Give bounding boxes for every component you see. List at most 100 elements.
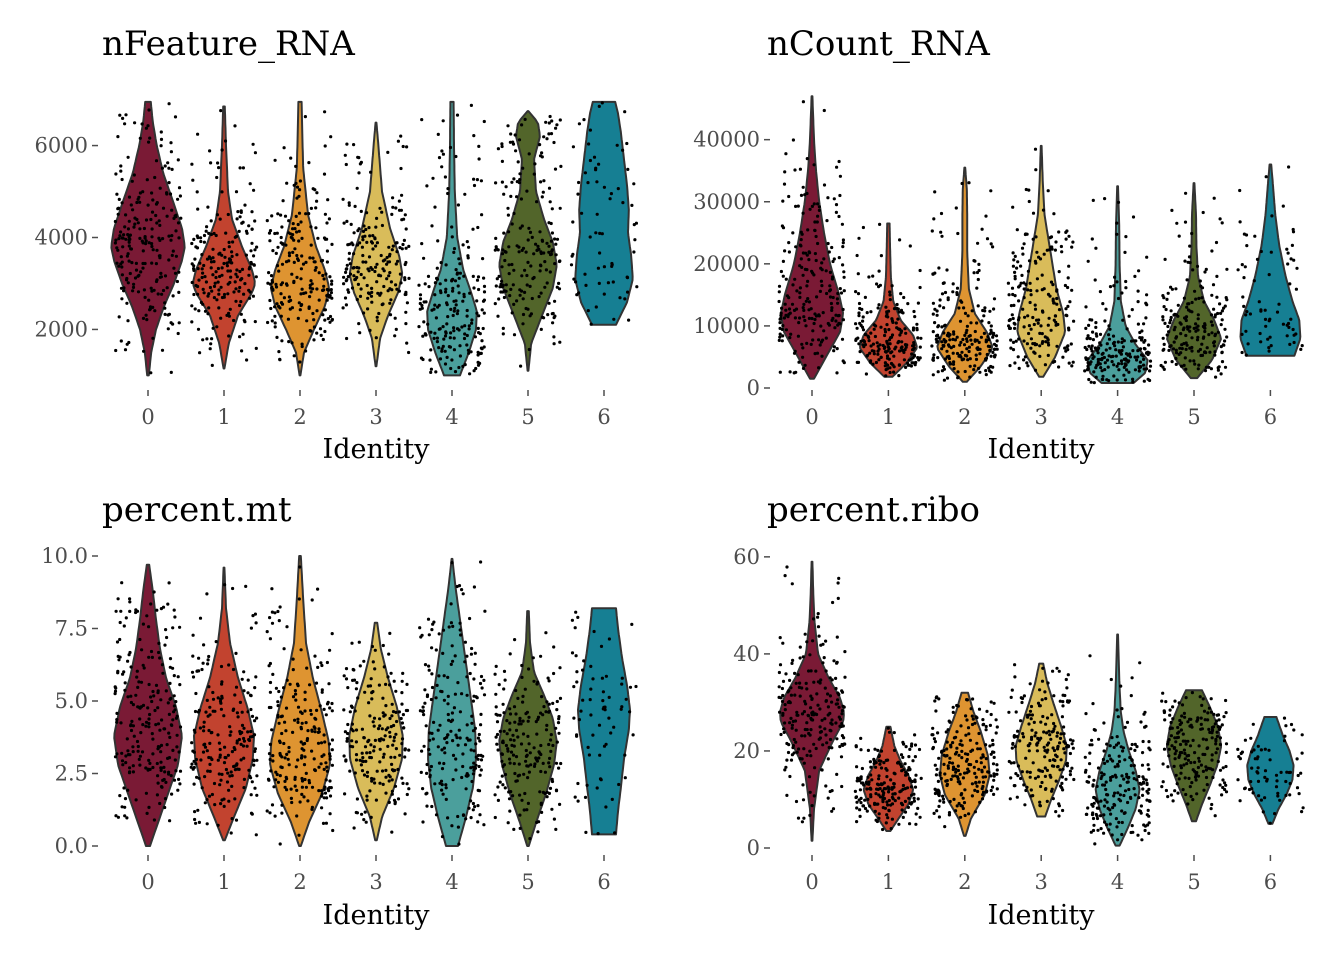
data-point [307, 305, 311, 309]
data-point [571, 252, 575, 256]
data-point [290, 800, 294, 805]
data-point [219, 316, 223, 320]
data-point [268, 757, 272, 762]
data-point [300, 236, 304, 240]
data-point [1023, 355, 1027, 359]
data-point [835, 347, 839, 351]
data-point [176, 331, 180, 336]
data-point [322, 767, 326, 772]
data-point [1055, 734, 1059, 738]
data-point [468, 372, 472, 376]
data-point [584, 283, 588, 287]
data-point [1140, 353, 1144, 357]
data-point [547, 121, 551, 125]
data-point [521, 700, 525, 704]
data-point [283, 756, 287, 760]
data-point [292, 279, 296, 283]
data-point [428, 775, 432, 779]
data-point [899, 308, 904, 312]
data-point [452, 706, 456, 710]
data-point [310, 805, 314, 810]
data-point [417, 283, 421, 287]
data-point [909, 779, 913, 783]
data-point [446, 191, 450, 196]
data-point [1285, 334, 1289, 338]
data-point [1210, 331, 1214, 335]
data-point [1190, 336, 1194, 340]
data-point [954, 767, 958, 771]
data-point [508, 728, 512, 732]
data-point [1052, 318, 1056, 322]
data-point [550, 779, 555, 784]
data-point [389, 725, 393, 729]
data-point [245, 358, 249, 362]
data-point [394, 262, 398, 266]
data-point [399, 208, 403, 212]
data-point [433, 782, 437, 786]
data-point [365, 774, 369, 779]
data-point [148, 308, 152, 312]
data-point [276, 704, 280, 708]
data-point [1052, 212, 1056, 216]
data-point [943, 357, 948, 361]
data-point [547, 679, 551, 683]
data-point [1025, 342, 1029, 346]
data-point [327, 288, 331, 292]
data-point [444, 797, 448, 802]
data-point [1214, 240, 1219, 245]
data-point [465, 675, 469, 679]
data-point [800, 342, 804, 346]
data-point [630, 622, 634, 627]
data-point [983, 775, 988, 779]
data-point [1188, 244, 1192, 248]
data-point [154, 683, 159, 688]
data-point [502, 711, 506, 715]
data-point [1059, 244, 1063, 249]
data-point [248, 735, 253, 739]
data-point [544, 728, 549, 732]
data-point [1013, 274, 1017, 278]
data-point [459, 633, 463, 637]
data-point [1124, 352, 1129, 356]
data-point [370, 241, 374, 245]
data-point [965, 339, 969, 343]
data-point [368, 714, 372, 718]
data-point [1065, 761, 1069, 766]
data-point [904, 770, 908, 774]
data-point [623, 753, 627, 757]
data-point [1242, 276, 1246, 280]
data-point [200, 253, 204, 257]
data-point [351, 678, 355, 683]
data-point [1200, 342, 1204, 346]
data-point [461, 299, 465, 303]
data-point [931, 726, 935, 730]
data-point [170, 792, 174, 796]
data-point [813, 766, 817, 770]
data-point [128, 609, 132, 614]
data-point [390, 212, 394, 216]
data-point [1201, 324, 1205, 329]
data-point [249, 729, 253, 734]
data-point [437, 327, 441, 331]
data-point [498, 729, 502, 734]
data-point [131, 770, 135, 774]
data-point [795, 289, 799, 293]
data-point [1142, 340, 1146, 344]
data-point [366, 740, 370, 744]
data-point [984, 338, 988, 342]
data-point [327, 682, 331, 686]
data-point [1009, 338, 1013, 342]
data-point [253, 320, 257, 324]
data-point [113, 755, 118, 759]
data-point [222, 261, 226, 266]
data-point [131, 764, 135, 768]
data-point [1163, 257, 1167, 261]
data-point [317, 727, 321, 731]
data-point [356, 282, 360, 286]
data-point [986, 770, 990, 774]
data-point [1225, 267, 1229, 271]
data-point [501, 764, 505, 769]
data-point [220, 148, 224, 152]
data-point [242, 736, 246, 741]
data-point [399, 134, 403, 138]
